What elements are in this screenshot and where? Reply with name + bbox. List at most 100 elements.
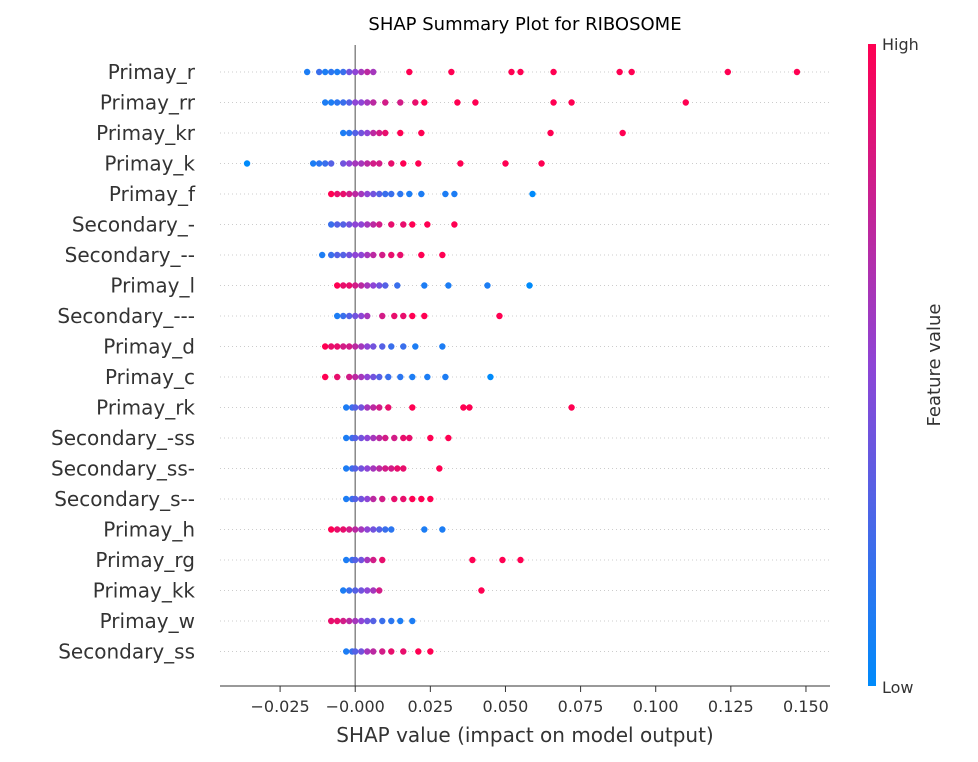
shap-point (364, 526, 371, 533)
shap-point (484, 282, 491, 289)
shap-point (502, 160, 509, 167)
shap-point (343, 495, 350, 503)
shap-point (376, 434, 383, 442)
feature-label: Primay_w (100, 609, 195, 633)
shap-point (568, 99, 575, 106)
x-axis-label: SHAP value (impact on model output) (336, 723, 713, 747)
shap-point (321, 99, 329, 106)
x-axis-ticks: −0.025 −0.000 0.025 0.050 0.075 0.100 0.125 0.1… (250, 686, 829, 716)
shap-point (400, 343, 407, 350)
shap-point (391, 495, 398, 503)
shap-point (370, 617, 377, 625)
shap-point (327, 343, 335, 350)
shap-point (439, 526, 446, 533)
shap-point (358, 190, 365, 198)
shap-point (370, 587, 377, 594)
shap-point (388, 160, 395, 167)
shap-point (340, 129, 347, 137)
shap-point (487, 373, 494, 381)
feature-row-guides (220, 71, 830, 652)
shap-point (412, 343, 419, 350)
colorbar (868, 44, 876, 686)
shap-point (343, 648, 350, 655)
shap-point (346, 343, 353, 350)
shap-point (346, 160, 353, 167)
shap-point (333, 373, 341, 381)
shap-point (358, 343, 365, 350)
shap-point (370, 373, 377, 381)
shap-point (424, 221, 431, 228)
shap-point (364, 434, 371, 442)
x-tick-label: −0.000 (326, 697, 385, 716)
shap-point (379, 312, 386, 320)
shap-point (327, 526, 335, 533)
x-tick-label: −0.025 (250, 697, 309, 716)
shap-point (427, 495, 434, 503)
shap-point (517, 68, 524, 76)
shap-point (472, 99, 479, 106)
shap-point (340, 282, 347, 289)
shap-point (454, 99, 461, 106)
shap-point (460, 404, 467, 411)
shap-point (394, 282, 401, 289)
shap-point (321, 68, 329, 76)
shap-point (352, 160, 359, 167)
shap-point (358, 99, 365, 106)
shap-point (358, 282, 365, 289)
shap-point (529, 190, 536, 198)
shap-point (303, 68, 311, 76)
shap-point (364, 68, 371, 76)
shap-point (343, 404, 350, 411)
shap-point (358, 404, 365, 411)
shap-point (385, 373, 392, 381)
feature-label: Secondary_-ss (51, 426, 195, 450)
shap-point (379, 617, 386, 625)
shap-point (243, 160, 251, 167)
shap-point (394, 465, 401, 472)
shap-point (352, 251, 359, 259)
shap-point (421, 282, 428, 289)
chart-title: SHAP Summary Plot for RIBOSOME (368, 14, 681, 35)
shap-point (397, 373, 404, 381)
shap-point (370, 648, 377, 655)
shap-point (340, 68, 347, 76)
shap-point (333, 68, 341, 76)
shap-point (427, 434, 434, 442)
colorbar-high-label: High (882, 35, 919, 54)
shap-point (346, 221, 353, 228)
shap-point (382, 434, 389, 442)
shap-point (400, 160, 407, 167)
shap-point (370, 190, 377, 198)
shap-point (682, 99, 689, 106)
shap-point (358, 556, 365, 564)
shap-point (327, 221, 335, 228)
shap-point (370, 129, 377, 137)
shap-point (370, 68, 377, 76)
shap-point (370, 282, 377, 289)
shap-point (358, 587, 365, 594)
shap-point (379, 251, 386, 259)
shap-point (346, 312, 353, 320)
shap-point (379, 343, 386, 350)
shap-point (327, 251, 335, 259)
shap-point (333, 190, 341, 198)
shap-point (364, 648, 371, 655)
shap-point (448, 68, 455, 76)
shap-point (343, 465, 350, 472)
shap-point (370, 221, 377, 228)
shap-point (340, 312, 347, 320)
shap-point (370, 251, 377, 259)
shap-point (376, 160, 383, 167)
feature-label: Primay_kk (93, 579, 196, 603)
shap-point (538, 160, 545, 167)
shap-point (340, 343, 347, 350)
shap-point (388, 465, 395, 472)
shap-point (333, 251, 341, 259)
shap-point (382, 465, 389, 472)
shap-point (550, 68, 557, 76)
shap-point (358, 160, 365, 167)
shap-point (364, 99, 371, 106)
shap-point (340, 99, 347, 106)
shap-point (388, 221, 395, 228)
shap-point (340, 587, 347, 594)
